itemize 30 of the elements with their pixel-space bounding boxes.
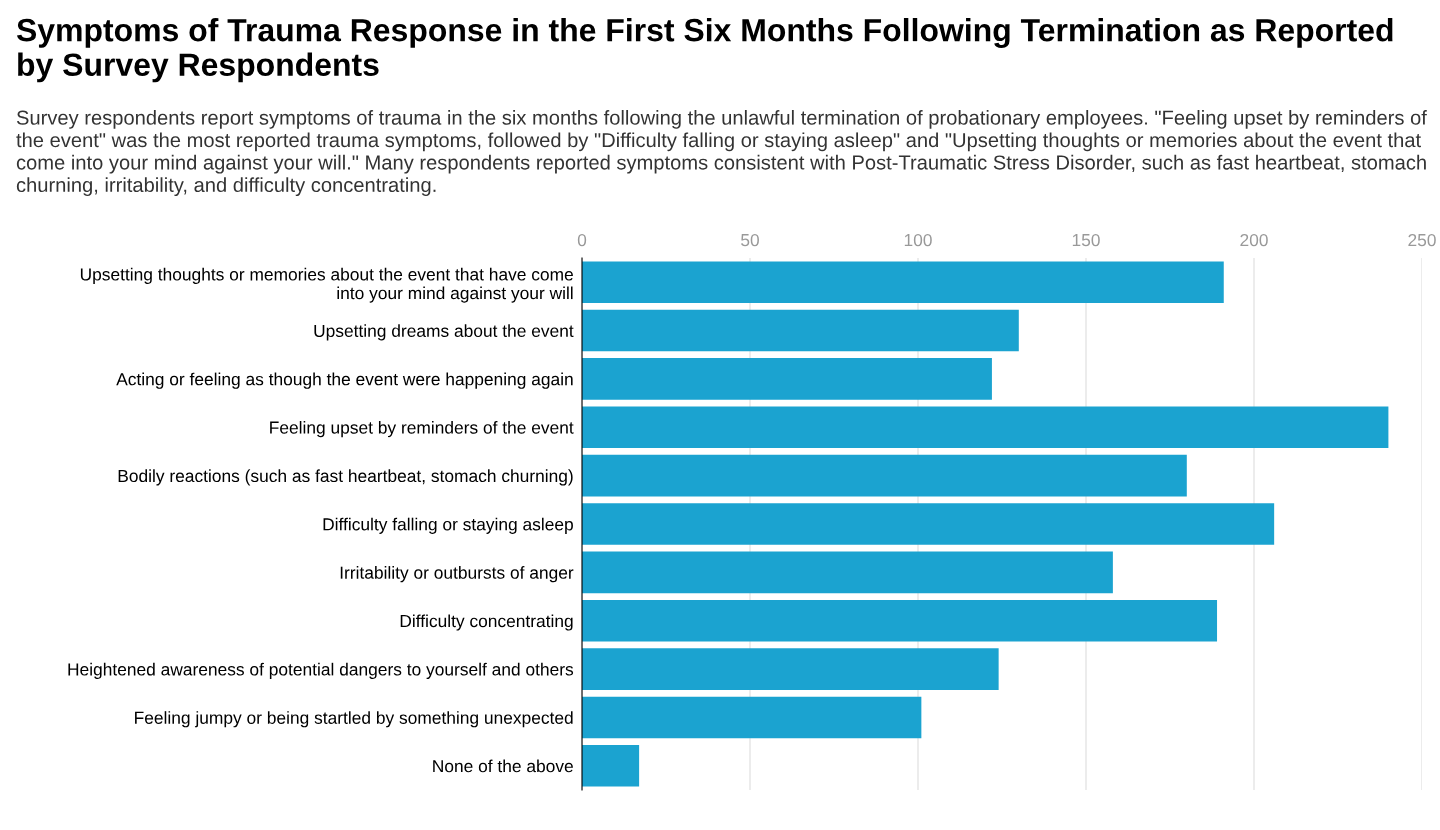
y-tick-label: Bodily reactions (such as fast heartbeat, stomach churning) [118, 469, 573, 486]
y-tick-label: None of the above [433, 759, 573, 773]
y-tick-label: Upsetting thoughts or memories about the event that have come into your mind against your will [80, 267, 573, 303]
bar [582, 358, 992, 400]
y-tick-label: Difficulty concentrating [400, 614, 573, 631]
bar [582, 406, 1389, 449]
bar [582, 648, 999, 690]
bar [582, 454, 1187, 497]
bar [582, 599, 1218, 642]
y-tick-label: Heightened awareness of potential dangers to yourself and others [68, 662, 574, 679]
y-tick-label: Feeling jumpy or being startled by something unexpected [135, 711, 573, 728]
bar [582, 309, 1019, 352]
x-tick-label: 250 [1408, 233, 1436, 247]
x-tick-label: 150 [1072, 233, 1100, 247]
bar [582, 696, 922, 739]
x-tick-label: 200 [1240, 233, 1268, 247]
bar [582, 551, 1113, 594]
bar [582, 745, 640, 787]
y-tick-label: Irritability or outbursts of anger [340, 566, 574, 583]
chart-title: Symptoms of Trauma Response in the First Six Months Following Termination as Reported by Survey Respondents [16, 18, 1393, 83]
bar [582, 261, 1224, 303]
y-tick-label: Difficulty falling or staying asleep [323, 517, 573, 534]
y-tick-label: Acting or feeling as though the event were happening again [116, 372, 573, 389]
chart-subtitle: Survey respondents report symptoms of trauma in the six months following the unlawful termination of probationary employees. "Feeling upset by reminders of the event" was the most reported trauma symptoms, followed by "Difficulty falling or staying asleep" and "Upsetting thoughts or memories about the event that come into your mind against your will." Many respondents reported symptoms consistent with Post-Traumatic Stress Disorder, such as fast heartbeat, stomach churning, irritability, and difficulty concentrating. [16, 110, 1427, 197]
x-tick-label: 50 [741, 233, 759, 247]
y-tick-label: Feeling upset by reminders of the event [270, 420, 574, 438]
y-tick-label: Upsetting dreams about the event [314, 324, 574, 341]
x-tick-label: 0 [577, 233, 587, 247]
x-tick-label: 100 [904, 233, 932, 247]
bar [582, 503, 1275, 545]
